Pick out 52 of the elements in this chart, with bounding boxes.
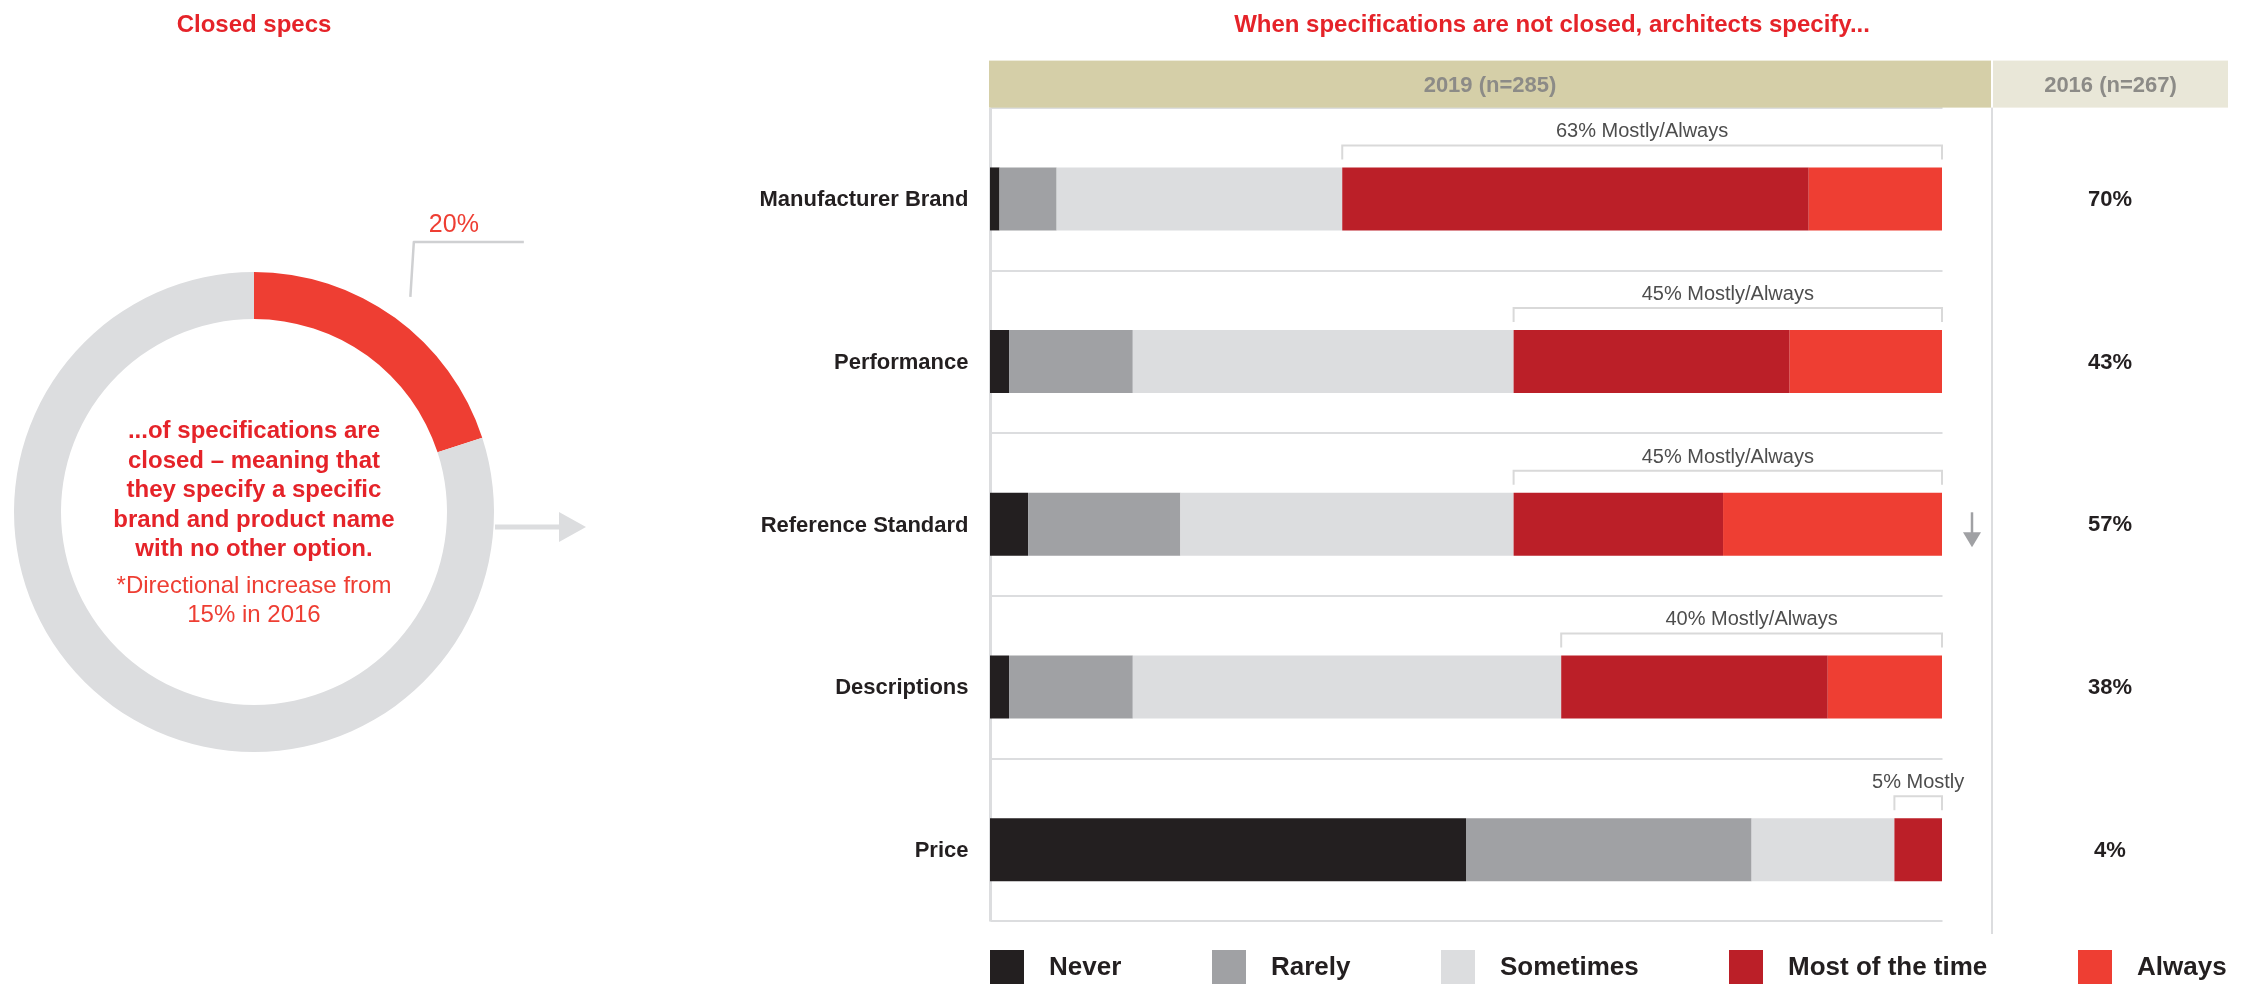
annotation: 5% Mostly: [1872, 770, 1965, 793]
text: 57%: [2087, 511, 2133, 537]
legend-label: Sometimes: [1500, 951, 1639, 981]
y-tick-label: Manufacturer Brand: [759, 186, 969, 212]
bar: [990, 818, 1466, 882]
chart-title: When specifications are not closed, architects specify...: [1234, 10, 1870, 37]
legend-label: Never: [1049, 951, 1122, 981]
donut-slice: [14, 272, 494, 752]
bar: [990, 167, 1000, 231]
bar: [990, 330, 1010, 394]
bar: [1513, 330, 1790, 394]
bar: [990, 492, 1029, 556]
text: 2019 (n=285): [1423, 71, 1557, 97]
bar: [1513, 492, 1724, 556]
legend-label: Most of the time: [1788, 951, 1988, 981]
text: ...of specifications are closed – meaning that they specify a specific brand and product name with no other option.: [112, 415, 396, 563]
data-label: 20%: [428, 208, 479, 237]
bar: [1561, 655, 1828, 719]
y-tick-label: Performance: [833, 349, 969, 375]
bar: [999, 167, 1057, 231]
bar: [1132, 655, 1562, 719]
bar: [1894, 818, 1942, 882]
y-tick-label: Descriptions: [835, 674, 969, 700]
bar: [1009, 655, 1133, 719]
text: 2016 (n=267): [2044, 71, 2177, 97]
bar: [1132, 330, 1514, 394]
text: *Directional increase from 15% in 2016: [115, 569, 393, 628]
annotation: 40% Mostly/Always: [1665, 607, 1838, 630]
bar: [1827, 655, 1942, 719]
annotation: 63% Mostly/Always: [1555, 119, 1729, 142]
annotation: 45% Mostly/Always: [1641, 282, 1814, 305]
bar: [990, 655, 1010, 719]
legend-label: Rarely: [1271, 951, 1352, 981]
bar: [1751, 818, 1895, 882]
bar: [1180, 492, 1514, 556]
text: 38%: [2087, 673, 2133, 699]
text: 43%: [2087, 348, 2133, 374]
y-tick-label: Reference Standard: [760, 511, 969, 537]
bar: [1789, 330, 1942, 394]
annotation: 45% Mostly/Always: [1641, 444, 1814, 467]
chart-title: Closed specs: [176, 10, 332, 37]
bar: [1342, 167, 1809, 231]
bar: [1009, 330, 1133, 394]
bar: [1723, 492, 1942, 556]
bar: [1808, 167, 1942, 231]
bar: [1466, 818, 1752, 882]
bar: [1028, 492, 1181, 556]
y-tick-label: Price: [914, 837, 969, 863]
text: 70%: [2087, 185, 2133, 211]
bar: [1056, 167, 1343, 231]
legend-label: Always: [2137, 951, 2227, 981]
text: 4%: [2094, 836, 2126, 862]
